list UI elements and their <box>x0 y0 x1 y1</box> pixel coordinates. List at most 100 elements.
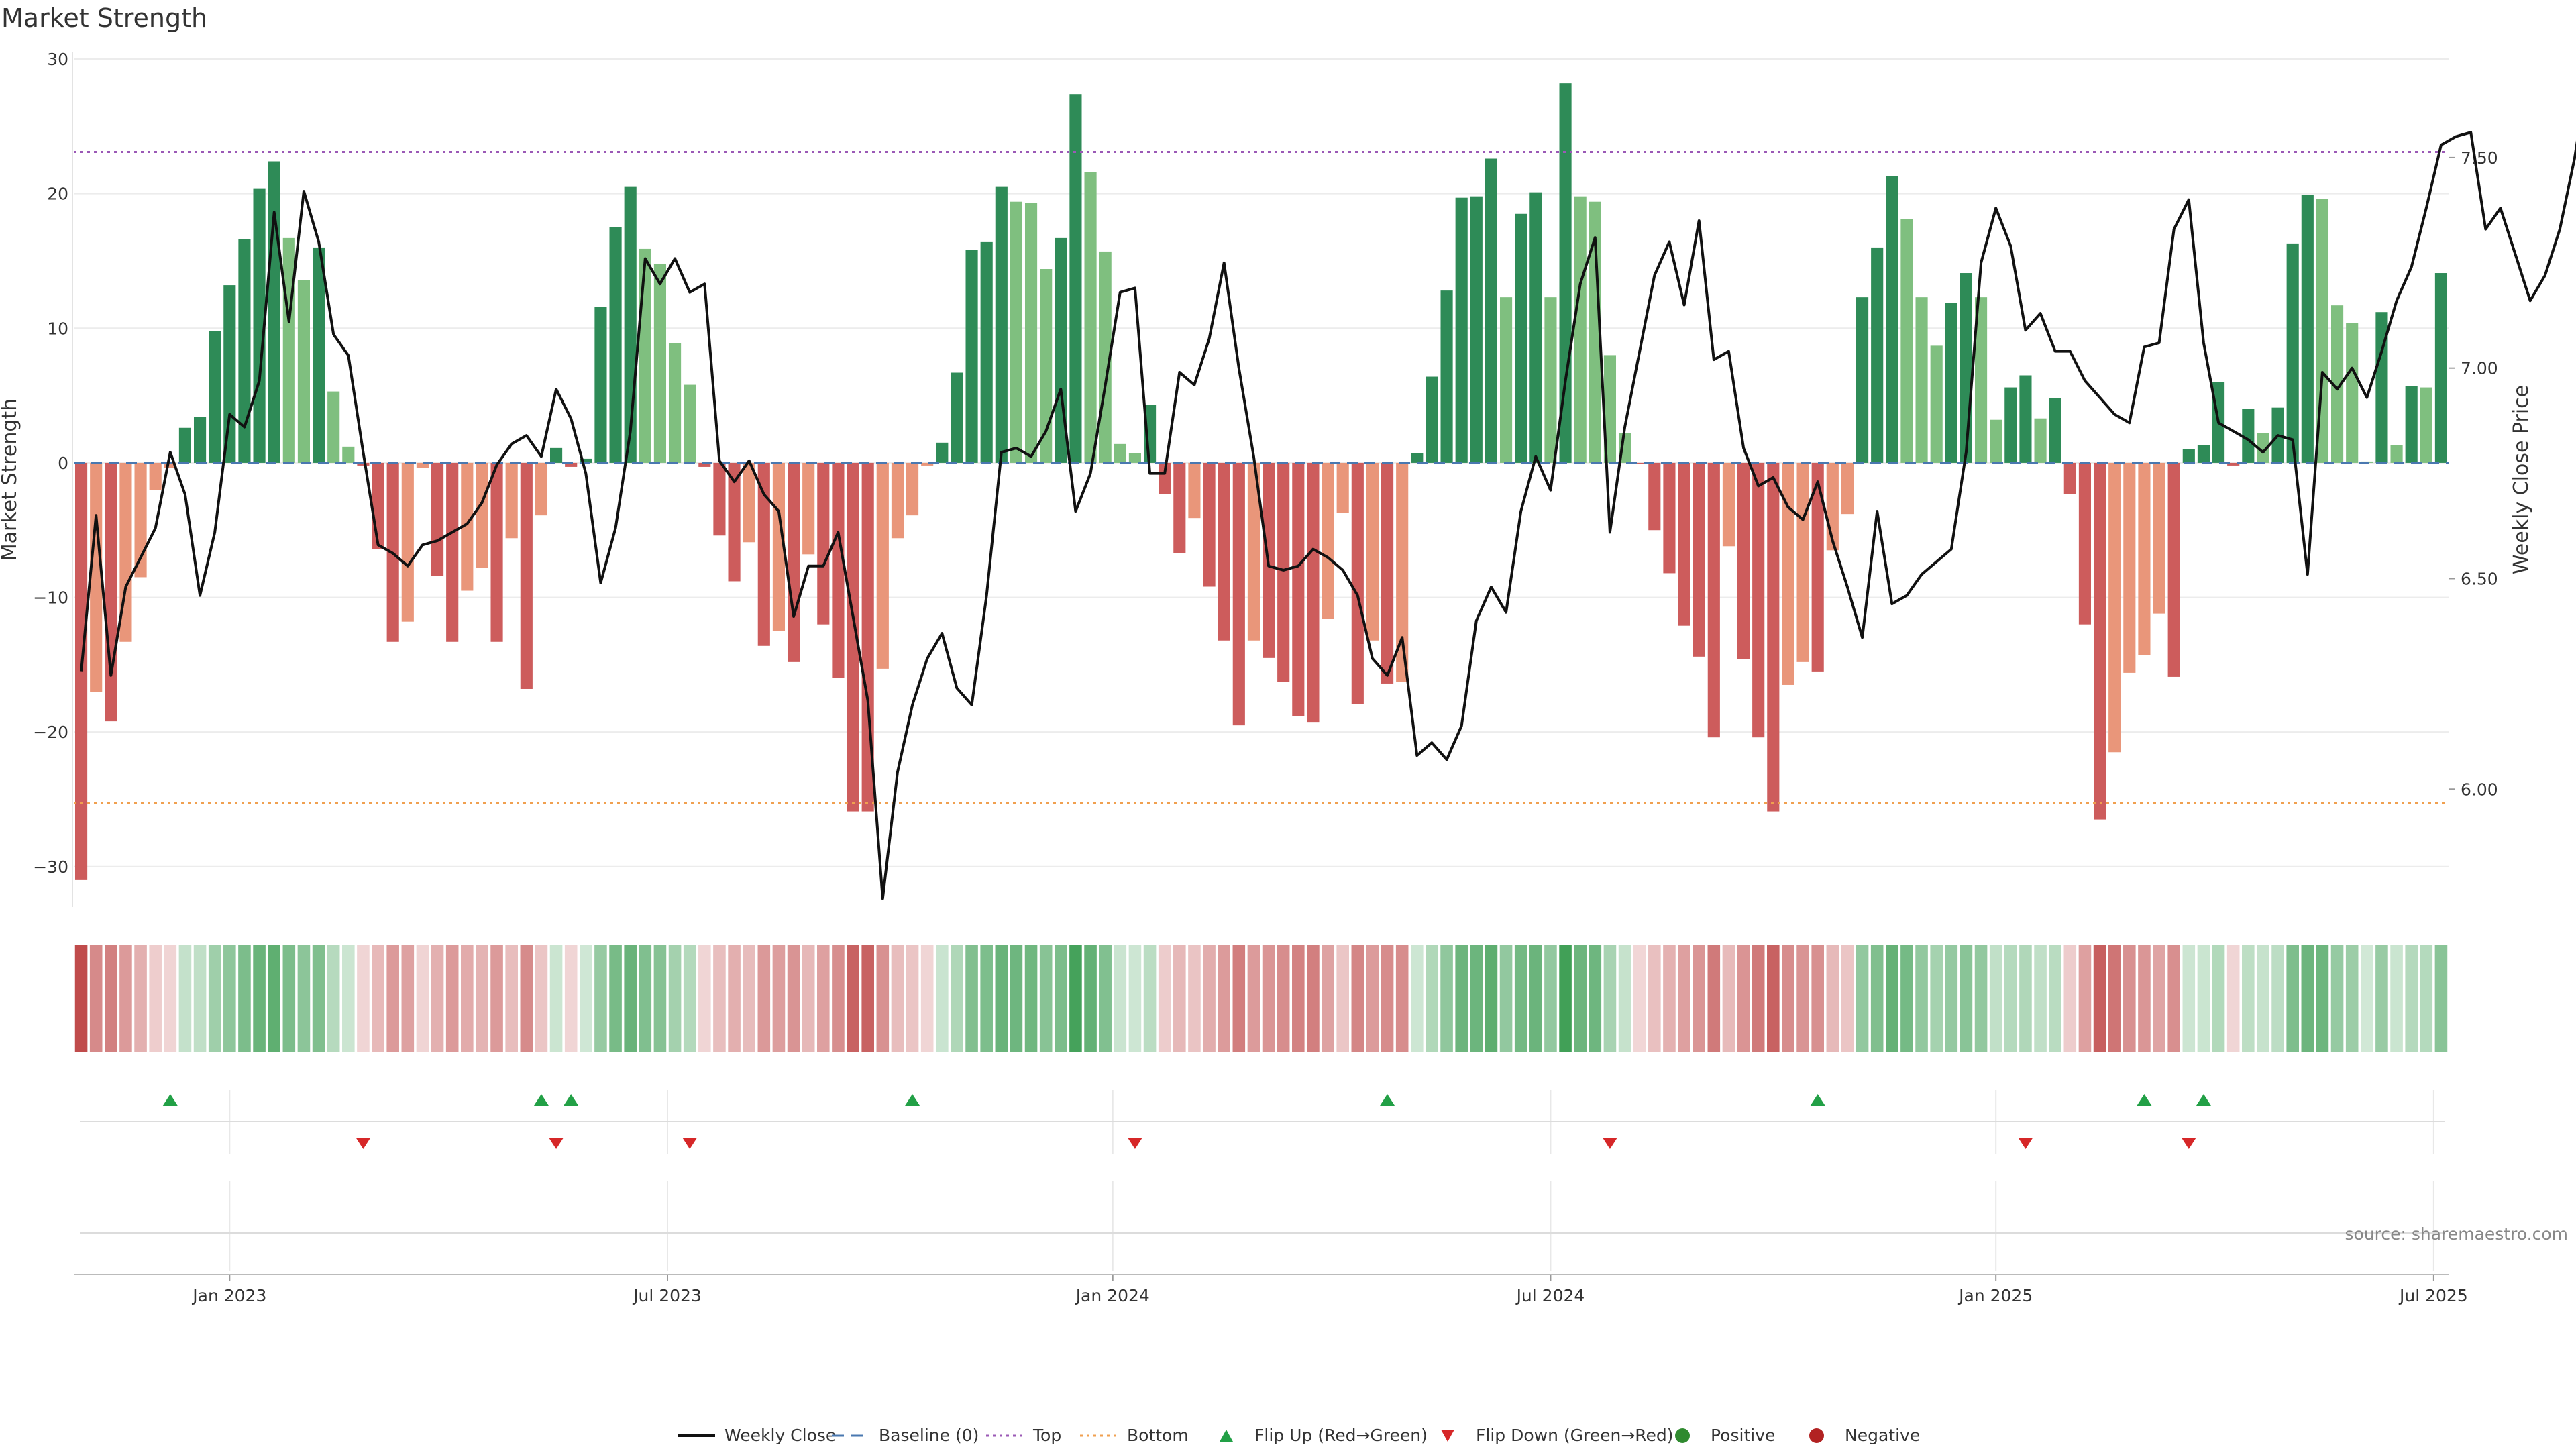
strength-bar <box>728 462 741 582</box>
heat-cell <box>1381 945 1394 1052</box>
heat-cell <box>876 945 890 1052</box>
heat-cell <box>1870 945 1884 1052</box>
strength-bar <box>2004 387 2017 463</box>
strength-bar <box>2286 243 2299 463</box>
heat-cell <box>1203 945 1216 1052</box>
strength-bar <box>2108 462 2121 753</box>
strength-bar <box>876 462 889 669</box>
heat-cell <box>1024 945 1038 1052</box>
reference-lines <box>74 150 2449 805</box>
strength-bar <box>1010 201 1023 463</box>
price-series <box>80 131 2576 900</box>
x-tick-label: Jul 2024 <box>1515 1286 1585 1305</box>
heat-cell <box>1010 945 1023 1052</box>
strength-bar <box>461 462 474 591</box>
heat-cell <box>1277 945 1290 1052</box>
heat-cell <box>1589 945 1602 1052</box>
strength-bar <box>1218 462 1230 641</box>
flip-down-icon <box>1441 1430 1454 1442</box>
strength-bar <box>1767 462 1780 812</box>
heat-cell <box>743 945 755 1052</box>
legend-swatch-circle <box>1809 1428 1824 1443</box>
heat-cell <box>1782 945 1794 1052</box>
legend-item: Flip Down (Green→Red) <box>1441 1426 1674 1445</box>
strength-bar <box>1663 462 1676 574</box>
strength-bar <box>1470 196 1483 463</box>
strength-bar <box>2434 273 2448 463</box>
heat-cell <box>1796 945 1809 1052</box>
legend-label: Flip Up (Red→Green) <box>1254 1426 1428 1445</box>
heat-cell <box>2390 945 2403 1052</box>
strength-bar <box>312 247 325 463</box>
flip-down-marker <box>549 1138 564 1149</box>
strength-bar <box>580 458 592 463</box>
strength-bar <box>906 462 919 516</box>
heat-cell <box>2242 945 2255 1052</box>
heat-cell <box>1232 945 1246 1052</box>
heat-cell <box>1945 945 1958 1052</box>
y-axis-right-label: Weekly Close Price <box>2510 385 2533 574</box>
strength-bar <box>1128 453 1142 463</box>
heat-cell <box>698 945 711 1052</box>
strength-bar <box>1633 462 1646 464</box>
heat-cell <box>1455 945 1468 1052</box>
strength-bar <box>2123 462 2136 673</box>
heat-cell <box>2153 945 2165 1052</box>
legend-item: Top <box>986 1426 1061 1445</box>
strength-bar <box>609 227 622 463</box>
heat-cell <box>995 945 1008 1052</box>
legend-item: Negative <box>1809 1426 1920 1445</box>
strength-bar <box>1232 462 1245 726</box>
heat-cell <box>1559 945 1572 1052</box>
heat-cell <box>683 945 696 1052</box>
heat-cell <box>2197 945 2210 1052</box>
heat-cell <box>1322 945 1334 1052</box>
heat-cell <box>936 945 949 1052</box>
flip-up-marker <box>564 1094 579 1106</box>
heat-cell <box>1574 945 1587 1052</box>
heat-cell <box>1485 945 1498 1052</box>
strength-bar <box>639 248 651 463</box>
strength-bar <box>1737 462 1750 659</box>
x-tick-label: Jan 2025 <box>1957 1286 2033 1305</box>
heat-cell <box>2049 945 2061 1052</box>
y-right-tick-label: 7.50 <box>2461 148 2498 168</box>
strength-bar <box>505 462 518 539</box>
strength-bar <box>1411 453 1424 463</box>
heat-cell <box>668 945 682 1052</box>
flip-up-marker <box>2137 1094 2152 1106</box>
heat-cell <box>817 945 830 1052</box>
heat-cell <box>1366 945 1379 1052</box>
strength-bar <box>1366 462 1379 641</box>
heat-cell <box>1811 945 1824 1052</box>
heat-cell <box>2078 945 2092 1052</box>
heat-cell <box>951 945 963 1052</box>
heat-cell <box>134 945 147 1052</box>
strength-bar <box>2078 462 2092 625</box>
heat-cell <box>1752 945 1765 1052</box>
heat-cell <box>1069 945 1082 1052</box>
strength-bar <box>1707 462 1720 738</box>
strength-bar <box>995 186 1008 463</box>
heat-cell <box>297 945 311 1052</box>
heat-cell <box>105 945 117 1052</box>
heat-cell <box>342 945 355 1052</box>
strength-bar <box>342 446 355 463</box>
flip-up-icon <box>1220 1430 1233 1442</box>
heat-cell <box>386 945 399 1052</box>
strength-bar <box>1974 297 1988 463</box>
strength-bar <box>921 462 934 466</box>
strength-bar <box>698 462 711 467</box>
flip-down-marker <box>1127 1138 1142 1149</box>
heat-cell <box>2004 945 2017 1052</box>
flip-down-marker <box>1602 1138 1617 1149</box>
heat-cell <box>445 945 459 1052</box>
y-axis-left-label: Market Strength <box>0 398 21 561</box>
heat-cell <box>2345 945 2359 1052</box>
heat-cell <box>149 945 162 1052</box>
heat-cell <box>1648 945 1661 1052</box>
strength-bar <box>2138 462 2151 655</box>
strength-bar <box>2227 462 2240 466</box>
legend-label: Top <box>1032 1426 1061 1445</box>
